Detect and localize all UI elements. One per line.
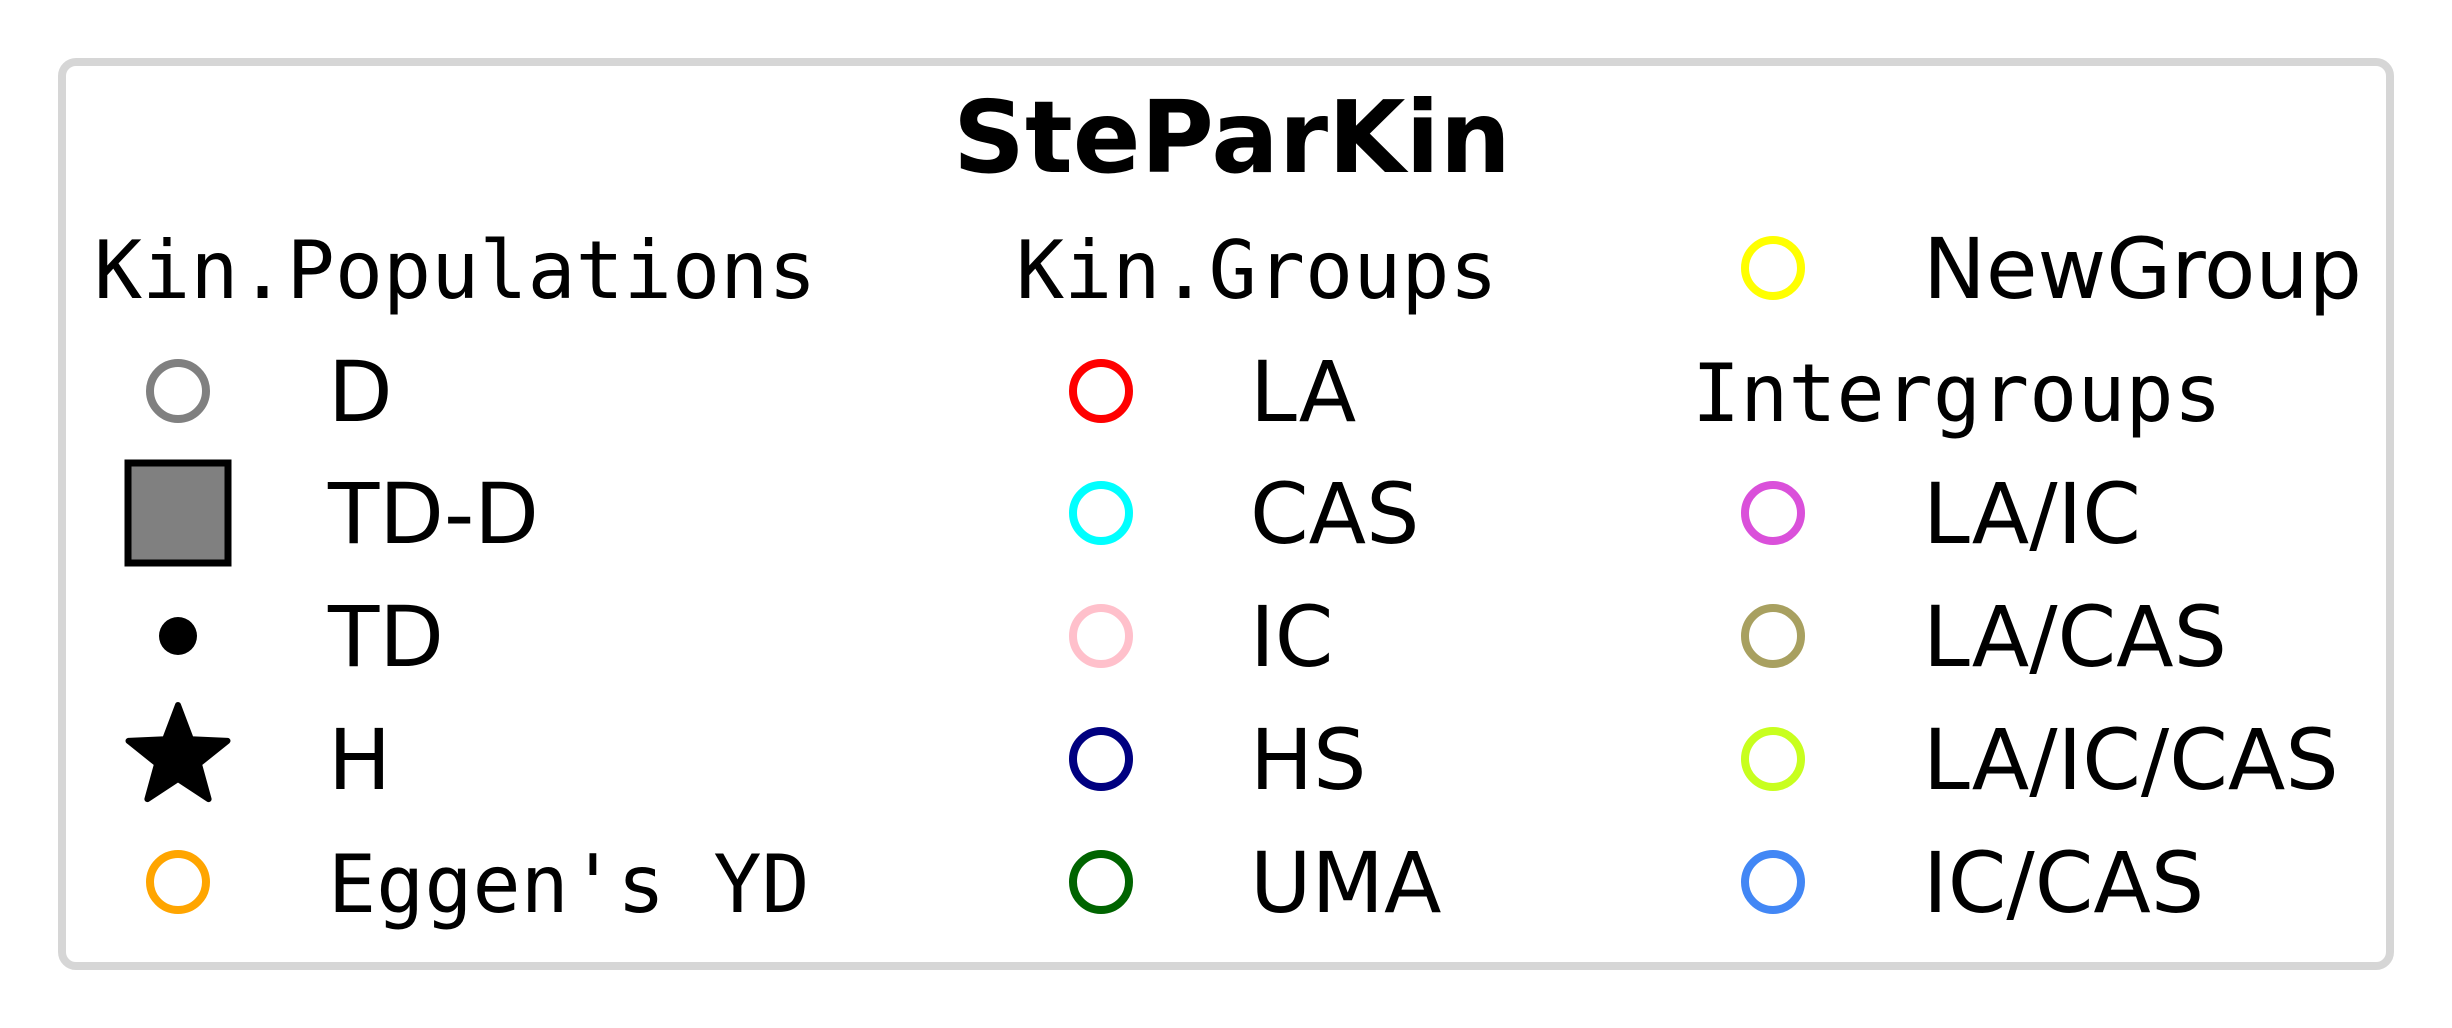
legend-label-la-ic: LA/IC — [1923, 465, 2141, 563]
legend-heading-intergroups: Intergroups — [1692, 347, 2222, 440]
legend-label-la-ic-cas: LA/IC/CAS — [1923, 711, 2339, 809]
legend-label-h: H — [328, 711, 391, 809]
legend-label-td: TD — [327, 588, 444, 686]
legend-marker-cas — [1069, 481, 1133, 545]
legend-marker-h — [125, 702, 231, 803]
legend-label-uma: UMA — [1250, 834, 1441, 932]
legend-heading-kin-populations: Kin.Populations — [94, 224, 816, 317]
legend-marker-ic-cas — [1741, 850, 1805, 914]
legend-marker-hs — [1069, 727, 1133, 791]
legend-marker-la-ic-cas — [1741, 727, 1805, 791]
legend-marker-la-cas — [1741, 604, 1805, 668]
legend-frame — [58, 58, 2394, 970]
legend-label-la-cas: LA/CAS — [1923, 588, 2227, 686]
legend-marker-la — [1069, 359, 1133, 423]
legend-label-td-d: TD-D — [327, 465, 539, 563]
legend-marker-la-ic — [1741, 481, 1805, 545]
legend-label-d: D — [328, 343, 393, 441]
legend-label-eggen-s-yd: Eggen's YD — [328, 838, 810, 931]
legend-marker-td — [159, 617, 197, 655]
legend-heading-kin-groups: Kin.Groups — [1016, 224, 1498, 317]
legend-marker-ic — [1069, 604, 1133, 668]
legend-label-cas: CAS — [1250, 465, 1419, 563]
legend-marker-d — [146, 359, 210, 423]
legend-marker-uma — [1069, 850, 1133, 914]
legend-label-ic-cas: IC/CAS — [1923, 834, 2204, 932]
legend-marker-eggen-s-yd — [146, 850, 210, 914]
legend-label-ic: IC — [1250, 588, 1333, 686]
legend-marker-newgroup — [1741, 236, 1805, 300]
legend-title: SteParKin — [953, 79, 1511, 196]
legend-label-la: LA — [1250, 343, 1356, 441]
legend-marker-td-d — [124, 459, 232, 567]
legend-label-hs: HS — [1250, 711, 1366, 809]
legend-content: Kin.Populations D TD-D TD H Eggen's YD Kin.Gro… — [94, 220, 2362, 932]
legend-label-newgroup: NewGroup — [1923, 220, 2362, 318]
